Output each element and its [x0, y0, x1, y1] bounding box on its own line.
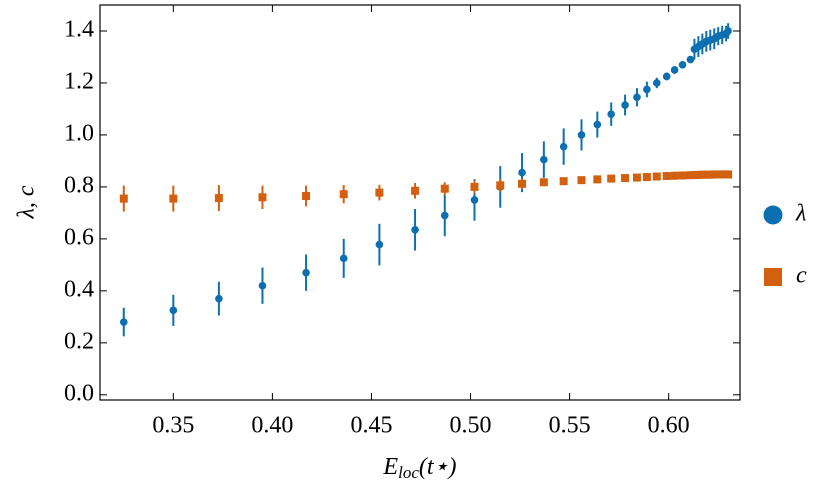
- data-point: [670, 171, 679, 180]
- data-point: [577, 131, 586, 139]
- data-point: [539, 178, 548, 187]
- y-tick-label: 1.4: [64, 16, 94, 42]
- data-point: [621, 101, 629, 109]
- x-tick-label: 0.55: [549, 413, 591, 439]
- data-point: [724, 170, 733, 179]
- data-point: [643, 85, 651, 94]
- data-point: [411, 186, 420, 195]
- data-point: [339, 190, 348, 199]
- data-point: [607, 174, 616, 183]
- y-tick-label: 0.6: [64, 224, 94, 250]
- data-point: [339, 254, 348, 263]
- data-point: [518, 179, 527, 188]
- x-tick-label: 0.60: [648, 413, 690, 439]
- x-label-main: E: [382, 454, 398, 480]
- data-point: [662, 72, 671, 81]
- data-point: [119, 194, 128, 203]
- data-point: [540, 155, 548, 164]
- x-tick-label: 0.50: [450, 413, 492, 439]
- x-label-rest: (t⋆): [419, 454, 457, 480]
- data-point: [642, 173, 651, 182]
- data-point: [593, 120, 602, 129]
- data-point: [670, 66, 679, 74]
- data-point: [215, 294, 223, 303]
- data-point: [440, 211, 449, 220]
- y-tick-label: 1.2: [64, 68, 94, 94]
- data-point: [632, 173, 641, 182]
- data-point: [652, 79, 661, 87]
- x-tick-label: 0.35: [152, 413, 194, 439]
- data-point: [607, 110, 616, 118]
- data-point: [375, 188, 384, 197]
- data-point: [214, 194, 223, 203]
- data-point: [633, 93, 641, 102]
- data-point: [496, 181, 505, 190]
- data-point: [621, 174, 630, 183]
- data-point: [724, 27, 732, 35]
- legend-marker: [764, 268, 782, 286]
- y-tick-label: 0.8: [64, 172, 94, 198]
- y-axis-label: λ, c: [14, 185, 40, 219]
- data-point: [678, 171, 687, 180]
- y-tick-label: 0.4: [64, 276, 94, 302]
- data-point: [258, 281, 267, 290]
- legend-label: λ: [795, 201, 806, 227]
- legend-marker: [763, 205, 783, 225]
- data-point: [559, 142, 568, 151]
- data-point: [470, 196, 479, 204]
- x-tick-label: 0.45: [350, 413, 392, 439]
- data-point: [686, 55, 695, 64]
- y-tick-label: 0.2: [64, 328, 94, 354]
- data-point: [662, 171, 671, 180]
- data-point: [302, 192, 311, 201]
- data-point: [559, 177, 568, 186]
- data-point: [440, 184, 449, 193]
- x-axis-label: Eloc(t⋆): [382, 454, 456, 482]
- data-point: [652, 172, 661, 181]
- data-point: [169, 194, 178, 203]
- data-point: [518, 168, 526, 177]
- y-tick-label: 1.0: [64, 120, 94, 146]
- y-tick-label: 0.0: [64, 380, 94, 406]
- data-point: [258, 193, 267, 202]
- data-point: [375, 240, 384, 249]
- x-label-sub: loc: [398, 463, 419, 482]
- data-point: [577, 176, 586, 185]
- x-tick-label: 0.40: [251, 413, 293, 439]
- data-point: [470, 182, 479, 191]
- legend-label: c: [796, 263, 807, 289]
- data-point: [678, 60, 687, 69]
- data-point: [119, 318, 128, 326]
- data-point: [169, 306, 178, 315]
- plot-frame: [99, 4, 741, 401]
- data-point: [593, 175, 602, 184]
- data-point: [411, 225, 419, 234]
- data-point: [302, 268, 310, 277]
